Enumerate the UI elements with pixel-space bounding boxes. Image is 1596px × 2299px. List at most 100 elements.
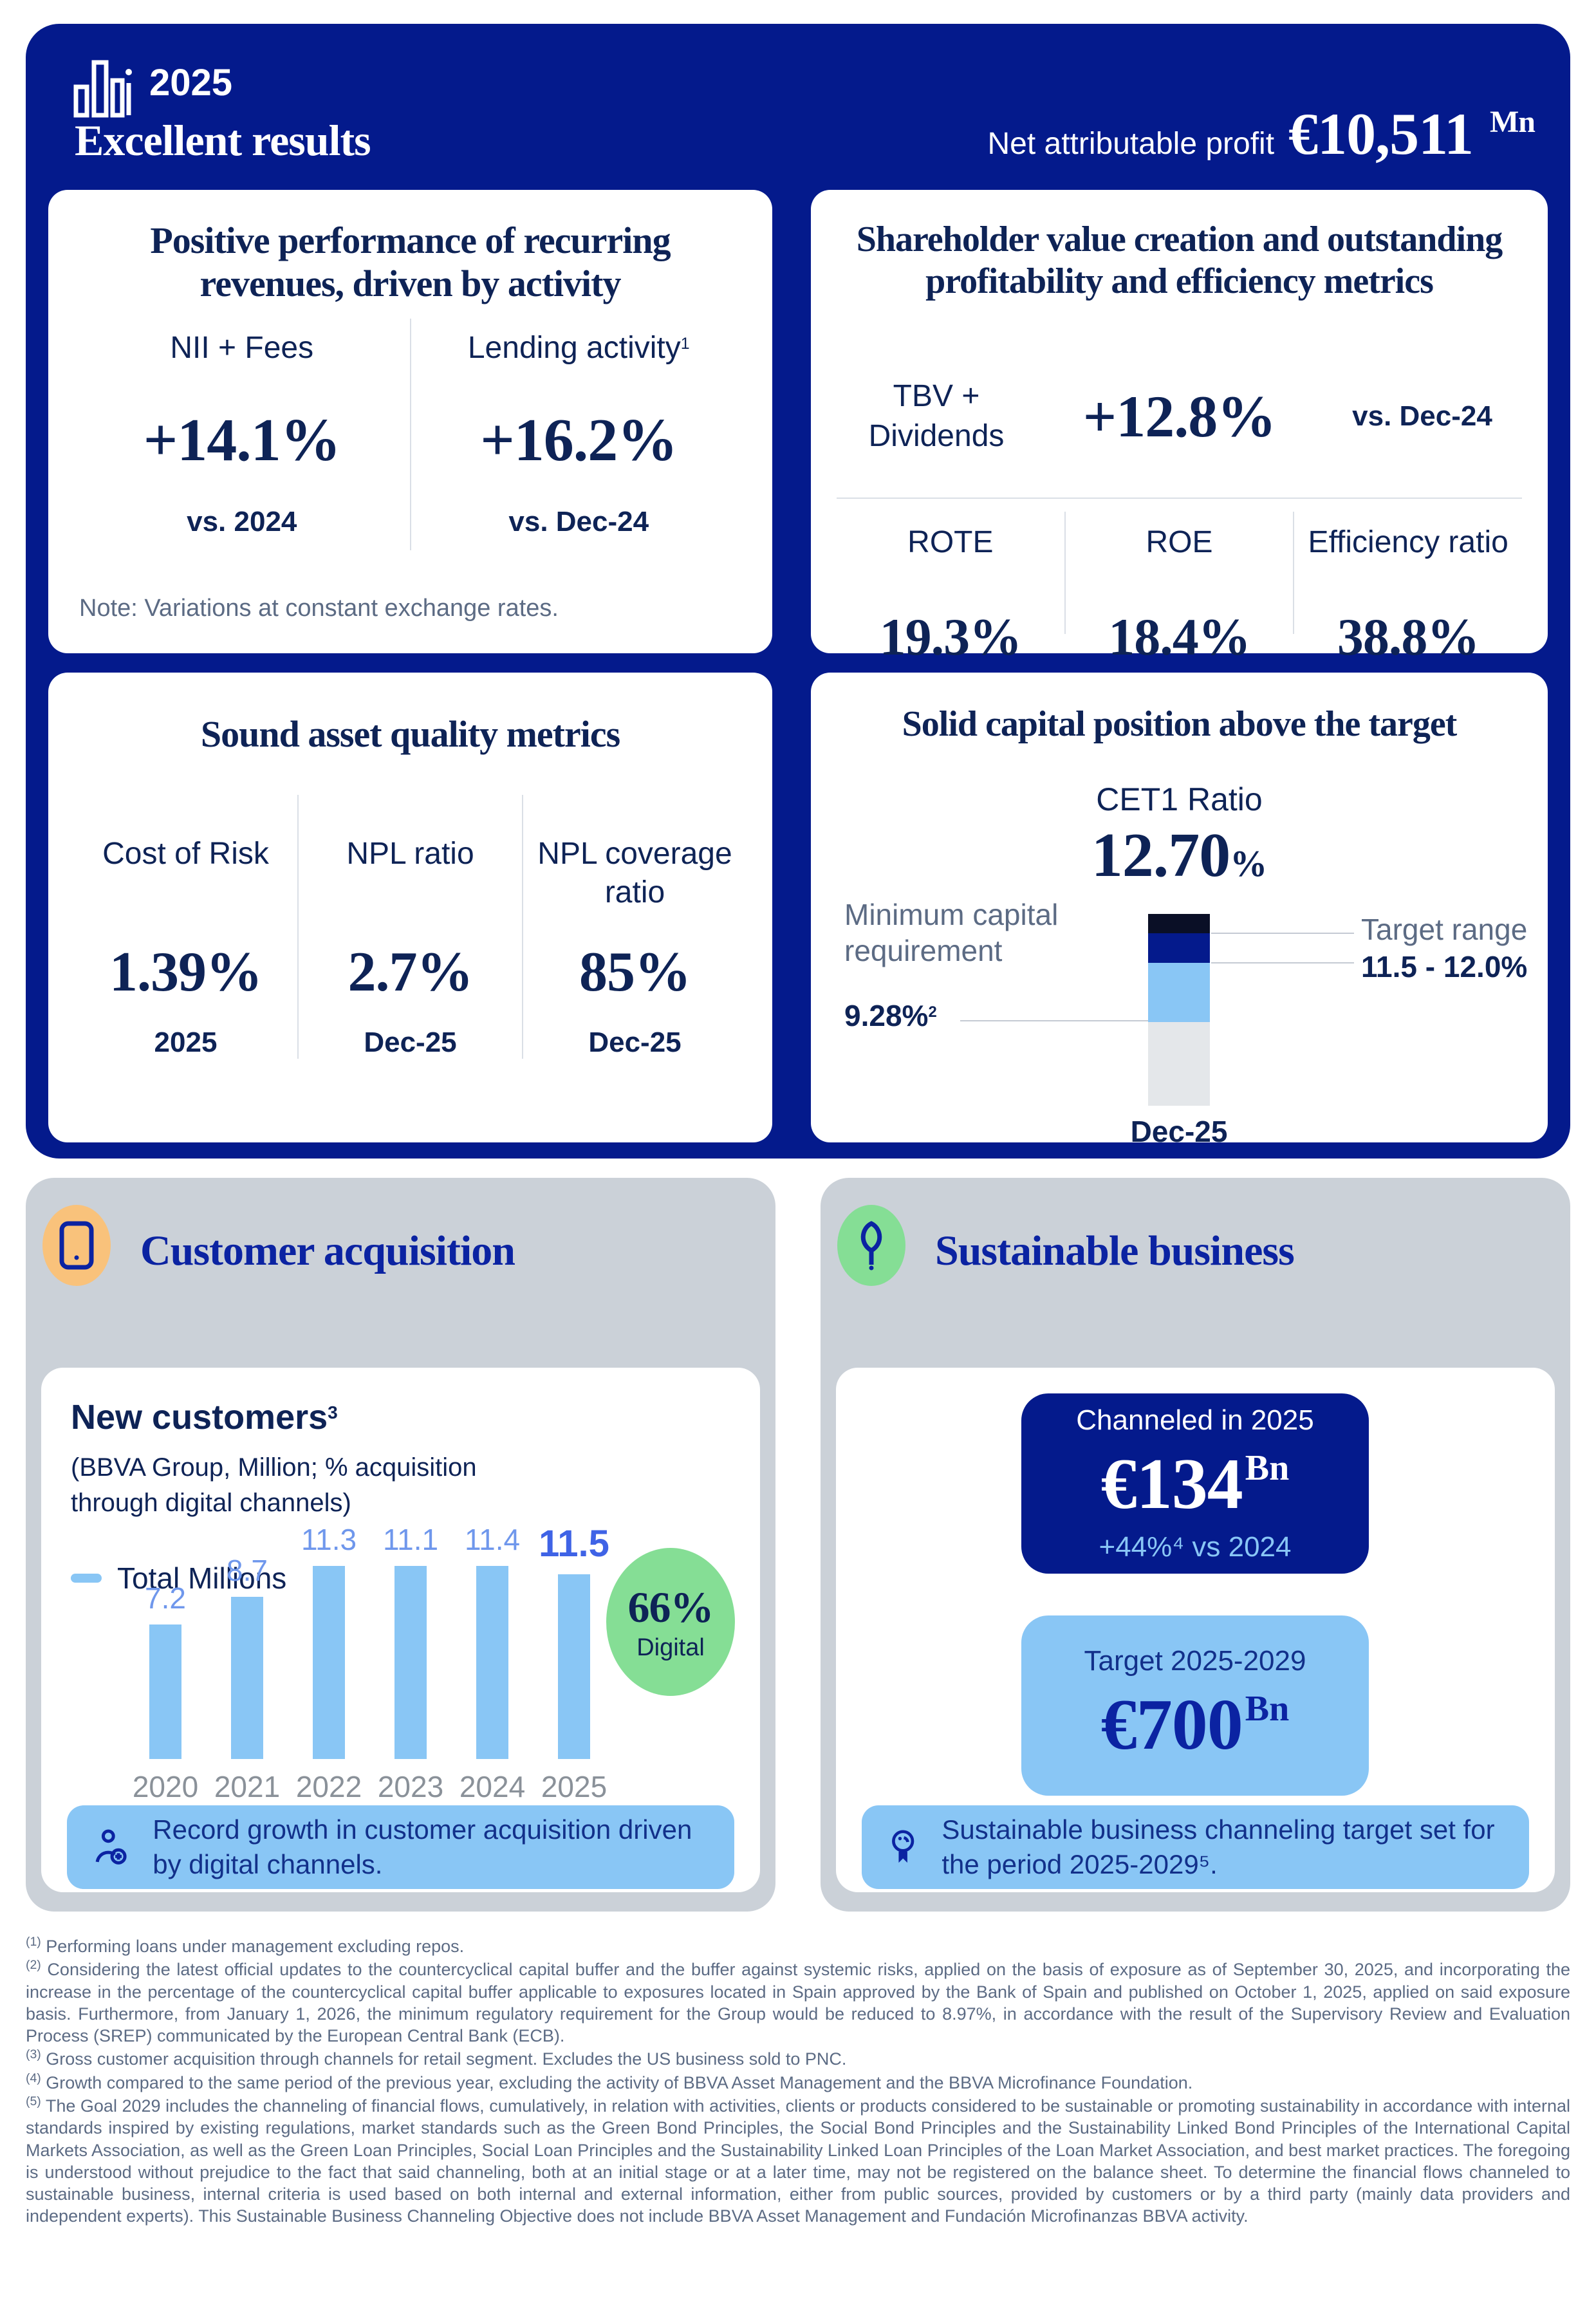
metric-value: 2.7% [348, 941, 474, 1003]
bar-value-label: 8.7 [227, 1554, 268, 1587]
minimum-requirement-line [960, 1020, 1148, 1021]
bar [476, 1566, 508, 1759]
metric-label: NII + Fees [170, 331, 314, 365]
bar-year-label: 2022 [295, 1770, 362, 1803]
bar-value-label: 7.2 [145, 1581, 186, 1615]
footnote-text: Gross customer acquisition through chann… [41, 2049, 847, 2069]
metric-period: Dec-25 [588, 1027, 682, 1058]
bar-column: 11.5 2025 [539, 1522, 609, 1803]
footnote-text: Performing loans under management exclud… [41, 1937, 465, 1956]
npl-coverage-metric: NPL coverage ratio 85% Dec-25 [523, 795, 747, 1059]
footnotes: (1) Performing loans under management ex… [26, 1934, 1570, 2228]
sustainable-business-card: Channeled in 2025 €134Bn +44%⁴ vs 2024 T… [836, 1368, 1555, 1892]
percent-unit: % [1230, 842, 1268, 884]
footnote: (5) The Goal 2029 includes the channelin… [26, 2094, 1570, 2228]
tbv-value: +12.8% [1082, 384, 1276, 449]
chart-title: New customers3 [71, 1398, 338, 1437]
metric-label: Cost of Risk [102, 837, 269, 871]
footnote-ref-1: 1 [680, 334, 690, 353]
bar-year-label: 2024 [459, 1770, 526, 1803]
target-2025-2029-card: Target 2025-2029 €700Bn [1021, 1615, 1369, 1796]
bar [149, 1624, 181, 1759]
metric-value: 18.4% [1108, 608, 1250, 666]
bar [394, 1566, 427, 1759]
bar-column: 8.7 2021 [214, 1522, 280, 1803]
sustainable-callout: Sustainable business channeling target s… [862, 1805, 1529, 1889]
footnote-marker: (1) [26, 1935, 41, 1949]
card-title: Solid capital position above the target [902, 704, 1458, 744]
efficiency-ratio-metric: Efficiency ratio 38.8% [1294, 512, 1522, 666]
metric-label: NPL ratio [346, 837, 474, 871]
minimum-requirement-label: Minimum capital requirement [844, 898, 1059, 968]
channeled-2025-card: Channeled in 2025 €134Bn +44%⁴ vs 2024 [1021, 1393, 1369, 1574]
chart-subtitle: (BBVA Group, Million; % acquisition thro… [71, 1453, 477, 1518]
footnote-marker: (5) [26, 2094, 41, 2108]
section-title: Sustainable business [935, 1227, 1295, 1274]
card-title: Positive performance of recurring revenu… [74, 219, 747, 306]
profit-label: Net attributable profit [987, 127, 1275, 161]
card-title-line1: Positive performance of recurring [150, 219, 671, 261]
results-summary-card: 2025 Excellent results Net attributable … [26, 24, 1570, 1159]
target-value: €700Bn [1100, 1684, 1290, 1765]
target-label: Target 2025-2029 [1084, 1644, 1306, 1677]
digital-label: Digital [636, 1634, 705, 1661]
minimum-requirement-value: 9.28%2 [844, 999, 937, 1032]
nii-fees-metric: NII + Fees +14.1% vs. 2024 [74, 319, 411, 550]
footnote: (3) Gross customer acquisition through c… [26, 2047, 1570, 2070]
footnote-text: The Goal 2029 includes the channeling of… [26, 2096, 1570, 2226]
bar-year-label: 2023 [377, 1770, 444, 1803]
shareholder-value-card: Shareholder value creation and outstandi… [811, 190, 1548, 666]
divider [837, 498, 1522, 499]
bar-column: 11.4 2024 [459, 1522, 525, 1803]
bar [313, 1566, 345, 1759]
digital-percentage: 66% [627, 1583, 714, 1632]
report-year: 2025 [149, 62, 233, 104]
customer-acquisition-section: Customer acquisition New customers3 (BBV… [26, 1178, 775, 1912]
x-axis-label: Dec-25 [1130, 1115, 1228, 1148]
section-title: Customer acquisition [140, 1227, 515, 1274]
footnote: (1) Performing loans under management ex… [26, 1934, 1570, 1957]
segment-base [1148, 1022, 1210, 1106]
tbv-label: TBV + Dividends [868, 378, 1005, 453]
bar [231, 1597, 263, 1759]
card-title: Shareholder value creation and outstandi… [856, 219, 1503, 301]
target-range-label: Target range [1361, 913, 1528, 946]
footnote: (2) Considering the latest official upda… [26, 1957, 1570, 2047]
digital-share-badge: 66% Digital [606, 1548, 735, 1696]
segment-above-target [1148, 914, 1210, 933]
bar-chart-logo-icon [73, 60, 132, 118]
asset-quality-metrics: Cost of Risk 1.39% 2025 NPL ratio 2.7% D… [74, 795, 747, 1059]
revenues-metrics: NII + Fees +14.1% vs. 2024 Lending activ… [74, 319, 747, 550]
metric-value: 38.8% [1337, 608, 1480, 666]
metric-comparison: vs. Dec-24 [508, 506, 649, 537]
phone-icon [59, 1221, 94, 1270]
lending-activity-metric: Lending activity1 +16.2% vs. Dec-24 [411, 319, 747, 550]
bar-value-label: 11.5 [539, 1523, 609, 1565]
bar [558, 1574, 590, 1759]
footnote: (4) Growth compared to the same period o… [26, 2071, 1570, 2094]
tbv-comparison: vs. Dec-24 [1352, 400, 1492, 432]
footnote-marker: (3) [26, 2047, 41, 2062]
rote-metric: ROTE 19.3% [837, 512, 1064, 666]
footnote-marker: (2) [26, 1958, 41, 1973]
value-unit: Bn [1245, 1447, 1290, 1488]
channeled-change: +44%⁴ vs 2024 [1099, 1531, 1292, 1563]
bar-year-label: 2025 [541, 1770, 608, 1803]
bar-value-label: 11.3 [301, 1523, 357, 1556]
metric-value: +16.2% [480, 407, 678, 474]
bar-value-label: 11.1 [382, 1523, 439, 1556]
phone-icon-badge [42, 1205, 111, 1286]
profit-unit: Mn [1490, 105, 1536, 139]
footnote-ref-2: 2 [928, 1003, 937, 1021]
metric-label: NPL coverage ratio [537, 837, 732, 909]
cet1-ratio-value: 12.70% [1091, 821, 1268, 890]
bar-column: 11.3 2022 [296, 1522, 362, 1803]
npl-ratio-metric: NPL ratio 2.7% Dec-25 [297, 795, 523, 1059]
segment-above-minimum [1148, 963, 1210, 1022]
cost-of-risk-metric: Cost of Risk 1.39% 2025 [74, 795, 297, 1059]
callout-text: Record growth in customer acquisition dr… [153, 1814, 692, 1879]
metric-period: 2025 [154, 1027, 218, 1058]
channeled-value: €134Bn [1100, 1444, 1290, 1524]
card-title-line2: revenues, driven by activity [200, 263, 622, 305]
